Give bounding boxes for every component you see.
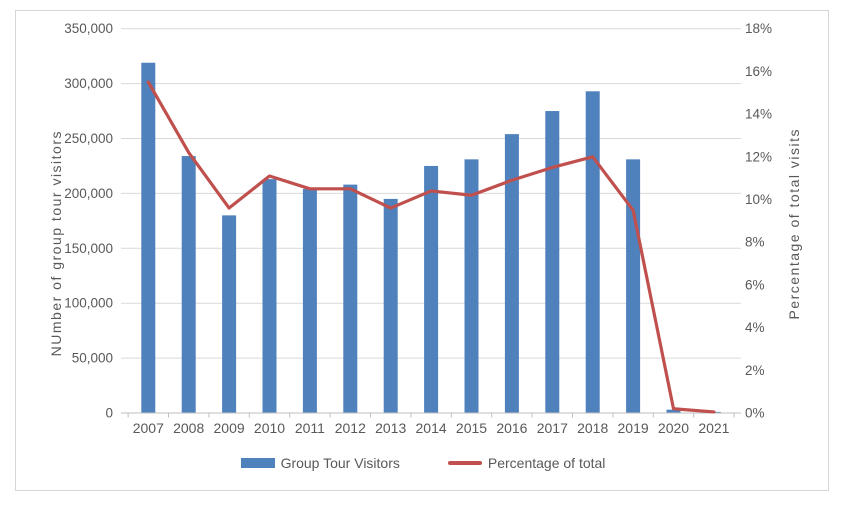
legend-label-line: Percentage of total <box>487 455 606 471</box>
bar-2014 <box>424 165 439 413</box>
x-axis-year-label: 2018 <box>577 420 608 436</box>
x-axis-year-label: 2011 <box>295 420 325 436</box>
x-axis-year-label: 2007 <box>133 420 164 436</box>
bar-2011 <box>302 189 317 413</box>
left-axis-title: NUmber of group tour visitors <box>48 130 64 357</box>
bar-2020 <box>666 409 681 413</box>
y-axis-right-tick-label: 6% <box>745 277 765 292</box>
y-axis-right-tick-label: 4% <box>745 320 765 335</box>
legend: Group Tour Visitors Percentage of total <box>0 455 846 471</box>
x-axis-year-label: 2019 <box>618 420 649 436</box>
y-axis-right-tick-label: 2% <box>745 363 765 378</box>
bar-2009 <box>222 215 237 413</box>
x-axis-year-label: 2012 <box>335 420 366 436</box>
y-axis-left-tick-label: 0 <box>105 406 113 421</box>
x-axis-year-label: 2016 <box>496 420 527 436</box>
x-axis-year-label: 2013 <box>375 420 406 436</box>
y-axis-right-tick-label: 0% <box>745 406 765 421</box>
y-axis-left-tick-label: 250,000 <box>64 131 113 146</box>
bar-2013 <box>383 198 398 413</box>
percentage-line <box>146 80 716 414</box>
legend-label-bars: Group Tour Visitors <box>280 455 400 471</box>
x-axis-year-label: 2008 <box>173 420 204 436</box>
y-axis-left-tick-label: 100,000 <box>64 296 113 311</box>
legend-bar-swatch-icon <box>240 458 275 468</box>
y-axis-left-tick-label: 150,000 <box>64 241 113 256</box>
bar-2016 <box>504 134 519 413</box>
bar-2012 <box>343 184 358 413</box>
legend-line-swatch-icon <box>447 461 482 465</box>
y-axis-right-tick-label: 12% <box>745 149 772 164</box>
bar-2017 <box>545 111 560 414</box>
bar-2007 <box>141 62 156 413</box>
bar-2008 <box>181 156 196 413</box>
y-axis-right-tick-label: 10% <box>745 192 772 207</box>
x-axis-year-label: 2014 <box>416 420 447 436</box>
x-axis-year-label: 2020 <box>658 420 689 436</box>
y-axis-left-tick-label: 50,000 <box>72 351 113 366</box>
x-axis-year-label: 2009 <box>214 420 245 436</box>
legend-item-percentage-of-total: Percentage of total <box>447 455 606 471</box>
y-axis-right-tick-label: 8% <box>745 235 765 250</box>
x-axis-year-label: 2015 <box>456 420 487 436</box>
right-axis-title: Percentage of total visits <box>786 128 802 320</box>
y-axis-left-tick-label: 200,000 <box>64 186 113 201</box>
x-axis-year-label: 2021 <box>698 420 729 436</box>
y-axis-left-tick-label: 300,000 <box>64 76 113 91</box>
legend-item-group-tour-visitors: Group Tour Visitors <box>240 455 400 471</box>
bar-2018 <box>585 91 600 413</box>
bar-2015 <box>464 159 479 413</box>
y-axis-left-tick-label: 350,000 <box>64 21 113 36</box>
x-axis-year-label: 2017 <box>537 420 568 436</box>
bar-2010 <box>262 179 277 413</box>
y-axis-right-tick-label: 18% <box>745 21 772 36</box>
y-axis-right-tick-label: 16% <box>745 64 772 79</box>
y-axis-right-tick-label: 14% <box>745 107 772 122</box>
bar-2019 <box>626 159 641 413</box>
x-axis-year-label: 2010 <box>254 420 285 436</box>
